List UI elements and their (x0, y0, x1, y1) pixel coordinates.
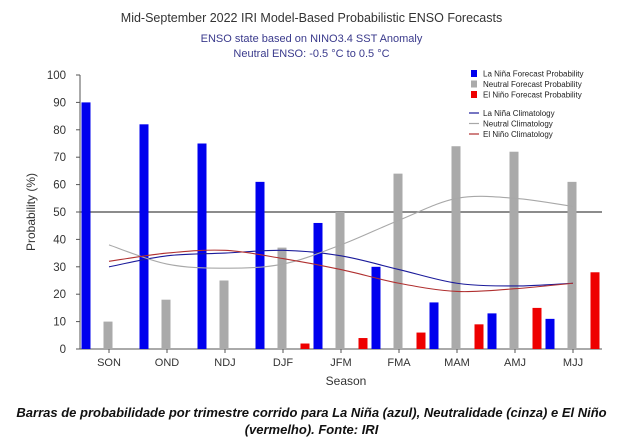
la-nina-bar (139, 124, 149, 349)
neutral-bar (277, 247, 287, 349)
chart-subtitle-line-2: Neutral ENSO: -0.5 °C to 0.5 °C (233, 48, 390, 60)
legend-neutral-climatology-label: Neutral Climatology (483, 120, 553, 129)
el-nino-bar (532, 307, 542, 349)
x-tick-label: DJF (273, 357, 293, 369)
x-tick-label: FMA (387, 357, 411, 369)
el-nino-bar (416, 332, 426, 349)
neutral-bar (103, 321, 113, 349)
y-tick-label: 10 (53, 317, 66, 329)
el-nino-bar (358, 338, 368, 349)
neutral-bar (393, 173, 403, 349)
y-tick-label: 0 (60, 344, 66, 356)
x-tick-label: SON (97, 357, 121, 369)
neutral-bar (567, 181, 577, 349)
legend-el-nino-forecast-swatch (471, 91, 477, 98)
legend-neutral-forecast-swatch (471, 80, 477, 88)
y-tick-label: 40 (53, 234, 66, 246)
el-nino-bar (300, 343, 310, 349)
y-tick-label: 30 (53, 262, 66, 274)
chart-subtitle-line-1: ENSO state based on NINO3.4 SST Anomaly (200, 33, 423, 45)
neutral-bar (451, 146, 461, 349)
y-tick-label: 50 (53, 207, 66, 219)
la-nina-bar (81, 102, 91, 350)
enso-forecast-chart: 0 10 20 30 40 50 60 70 80 90 100 SON OND NDJ DJF JFM FMA… (24, 70, 602, 388)
y-tick-label: 80 (53, 125, 66, 137)
la-nina-bar (371, 266, 381, 349)
y-tick-label: 70 (53, 152, 66, 164)
la-nina-bar (487, 313, 497, 349)
x-tick-label: OND (155, 357, 180, 369)
la-nina-bar (545, 318, 555, 349)
chart-title: Mid-September 2022 IRI Model-Based Proba… (120, 11, 503, 25)
la-nina-bar (429, 302, 439, 349)
legend-la-nina-forecast-label: La Niña Forecast Probability (483, 70, 584, 79)
y-tick-label: 60 (53, 180, 66, 192)
neutral-bar (161, 299, 171, 349)
legend-la-nina-climatology-label: La Niña Climatology (483, 109, 555, 118)
y-axis-title: Probability (%) (24, 173, 38, 251)
la-nina-climatology-line (108, 249, 574, 287)
neutral-bar (219, 280, 229, 349)
el-nino-climatology-line (108, 249, 574, 293)
neutral-climatology-line (108, 195, 574, 269)
la-nina-bar (255, 181, 265, 349)
neutral-bar (509, 151, 519, 349)
legend-el-nino-climatology-label: El Niño Climatology (483, 130, 553, 139)
legend-la-nina-forecast-swatch (471, 70, 477, 77)
el-nino-bar (590, 272, 600, 349)
y-tick-label: 20 (53, 289, 66, 301)
x-tick-label: JFM (330, 357, 351, 369)
y-tick-label: 100 (47, 70, 66, 82)
x-tick-label: AMJ (504, 357, 526, 369)
legend-el-nino-forecast-label: El Niño Forecast Probability (483, 91, 582, 100)
el-nino-bar (474, 324, 484, 349)
x-axis-title: Season (326, 374, 367, 388)
x-tick-label: MJJ (563, 357, 583, 369)
figure-caption: Barras de probabilidade por trimestre co… (16, 405, 607, 437)
y-tick-label: 90 (53, 97, 66, 109)
la-nina-bar (313, 222, 323, 349)
legend-neutral-forecast-label: Neutral Forecast Probability (483, 80, 582, 89)
la-nina-bar (197, 143, 207, 349)
neutral-bar (335, 212, 345, 349)
x-tick-label: NDJ (214, 357, 235, 369)
x-tick-label: MAM (444, 357, 470, 369)
